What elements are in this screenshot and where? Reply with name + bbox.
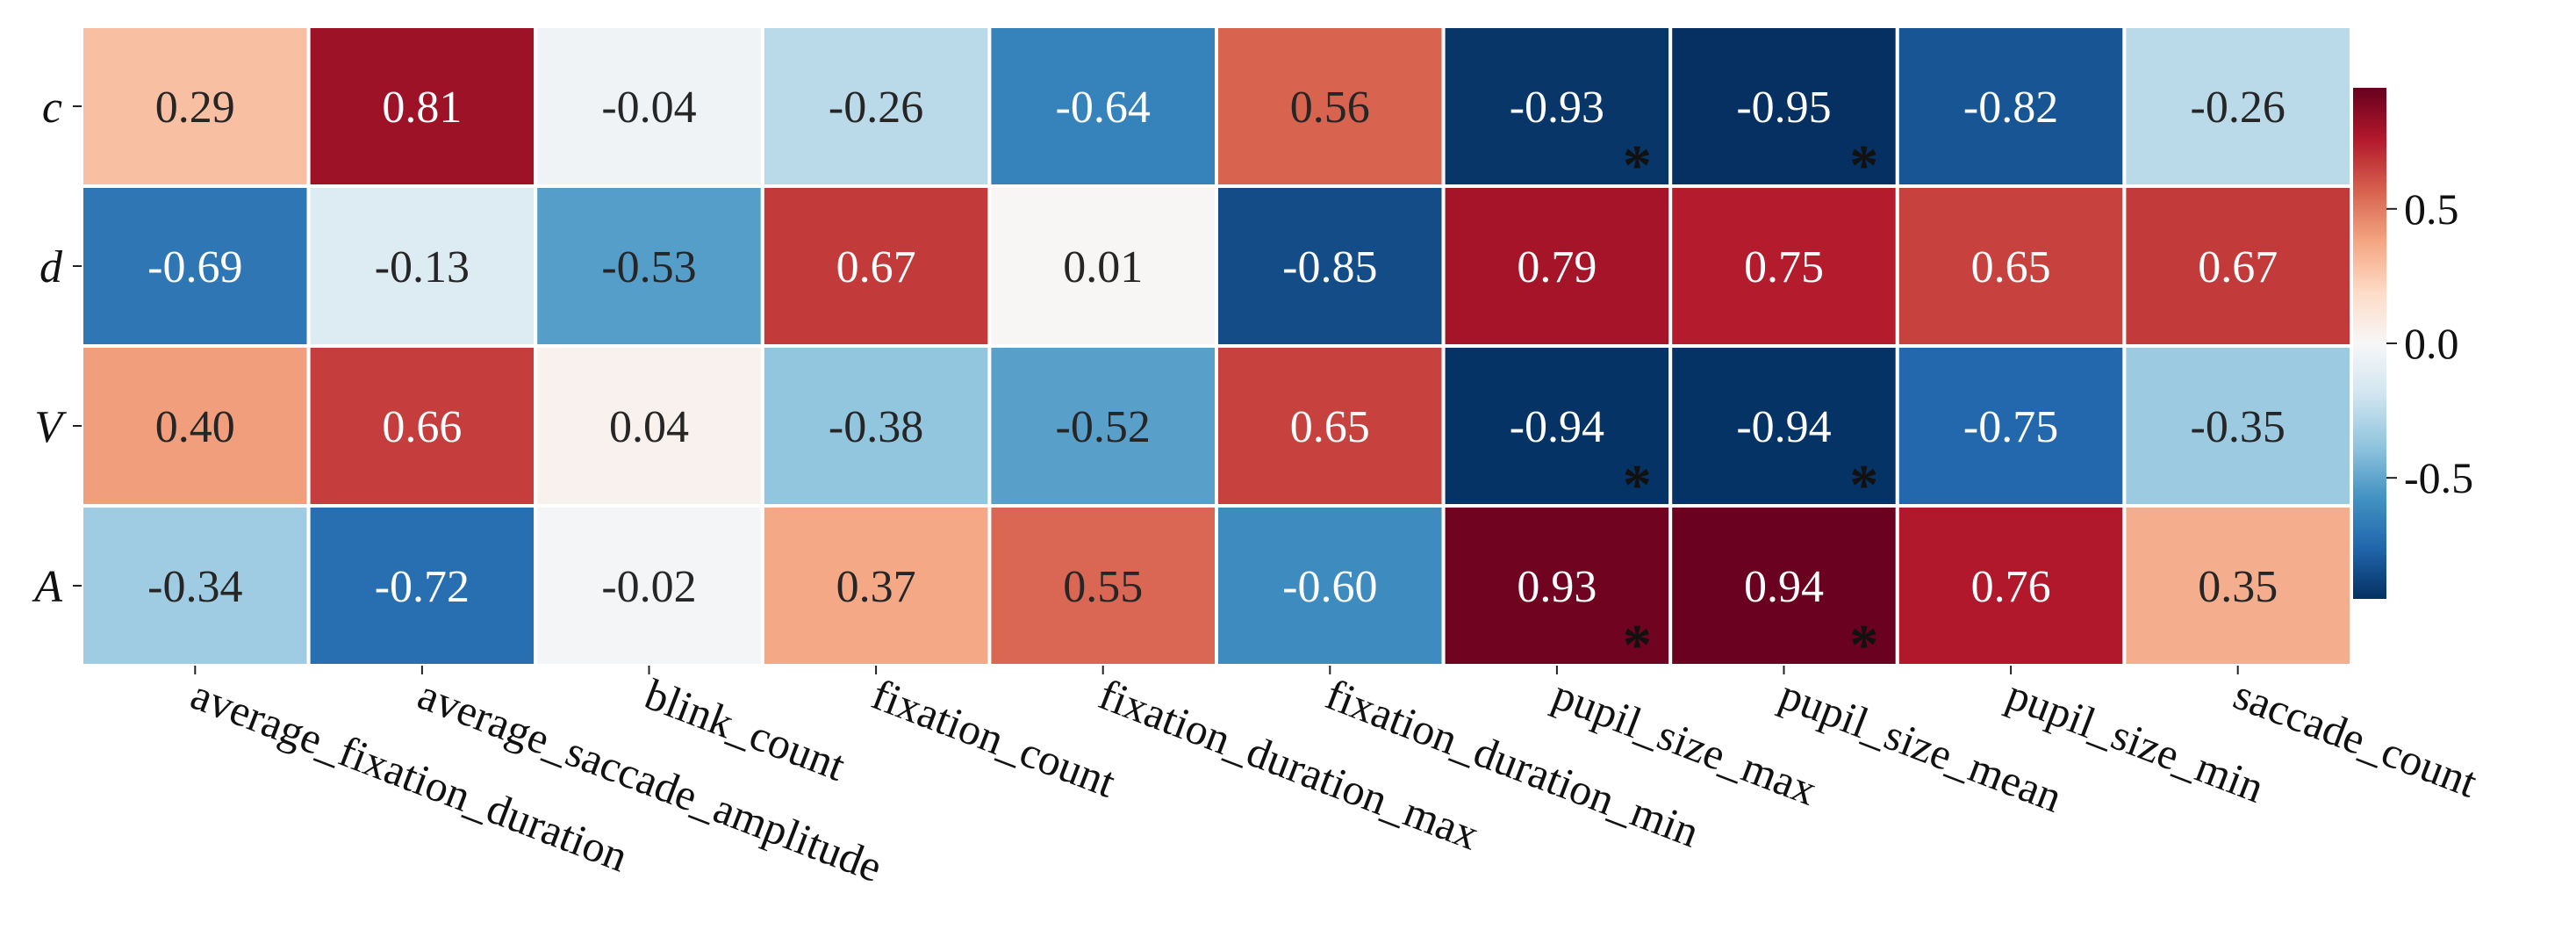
- cell-value-label: -0.52: [1056, 402, 1151, 452]
- heatmap-cell: [1441, 344, 1673, 508]
- heatmap-cell: [760, 344, 992, 508]
- cell-value-label: 0.81: [382, 83, 462, 133]
- heatmap-cell: [80, 25, 311, 188]
- heatmap-cell: [1215, 504, 1446, 667]
- cell-value-label: 0.35: [2198, 562, 2278, 612]
- cell-value-label: 0.67: [836, 242, 916, 292]
- cell-value-label: -0.34: [147, 562, 242, 612]
- cell-value-label: 0.29: [155, 83, 235, 133]
- heatmap-cell: [534, 344, 764, 508]
- cell-value-label: 0.75: [1744, 242, 1824, 292]
- column-label: average_fixation_duration: [184, 669, 635, 881]
- column-label: saccade_count: [2228, 669, 2484, 807]
- significance-marker: *: [1623, 613, 1652, 677]
- heatmap-cell: [306, 504, 538, 667]
- column-label: fixation_count: [865, 669, 1122, 807]
- colorbar-tick-label: -0.5: [2404, 453, 2473, 502]
- heatmap-cell: [1668, 504, 1899, 667]
- colorbar-tick-label: 0.5: [2404, 184, 2459, 234]
- cell-value-label: 0.94: [1744, 562, 1824, 612]
- cell-value-label: -0.38: [829, 402, 923, 452]
- heatmap-cell: [2122, 504, 2353, 667]
- cell-value-label: 0.93: [1517, 562, 1597, 612]
- cell-value-label: 0.79: [1517, 242, 1597, 292]
- cell-value-label: -0.95: [1736, 83, 1831, 133]
- heatmap-cell: [1668, 344, 1899, 508]
- cell-value-label: 0.37: [836, 562, 916, 612]
- colorbar-tick-label: 0.0: [2404, 319, 2459, 368]
- cell-value-label: 0.40: [155, 402, 235, 452]
- cell-value-label: -0.64: [1056, 83, 1151, 133]
- colorbar: [2353, 88, 2386, 599]
- cell-value-label: -0.75: [1963, 402, 2058, 452]
- cell-value-label: -0.72: [375, 562, 470, 612]
- cell-value-label: -0.02: [601, 562, 696, 612]
- cell-value-label: -0.82: [1963, 83, 2058, 133]
- heatmap-cell: [306, 25, 538, 188]
- cell-value-label: -0.53: [601, 242, 696, 292]
- cell-value-label: -0.94: [1510, 402, 1604, 452]
- cell-value-label: 0.04: [609, 402, 689, 452]
- heatmap-cell: [534, 504, 764, 667]
- row-label: d: [39, 242, 63, 292]
- significance-marker: *: [1849, 613, 1878, 677]
- heatmap-cell: [534, 184, 764, 348]
- heatmap-cell: [534, 25, 764, 188]
- heatmap-cell: [1668, 184, 1899, 348]
- heatmap-cell: [760, 184, 992, 348]
- cell-value-label: -0.93: [1510, 83, 1604, 133]
- cell-value-label: -0.13: [375, 242, 470, 292]
- cell-value-label: -0.85: [1282, 242, 1377, 292]
- cell-value-label: -0.26: [829, 83, 923, 133]
- column-label: fixation_duration_min: [1319, 669, 1705, 857]
- heatmap-cell: [1215, 344, 1446, 508]
- cell-value-label: 0.67: [2198, 242, 2278, 292]
- row-label: c: [42, 83, 62, 133]
- row-label: V: [34, 402, 67, 452]
- heatmap-cell: [306, 184, 538, 348]
- heatmap-cell: [80, 344, 311, 508]
- cell-value-label: 0.01: [1063, 242, 1143, 292]
- cell-value-label: -0.35: [2191, 402, 2285, 452]
- cell-value-label: -0.69: [147, 242, 242, 292]
- cell-value-label: 0.76: [1971, 562, 2051, 612]
- heatmap-cell: [2122, 25, 2353, 188]
- row-label: A: [32, 562, 62, 612]
- cell-value-label: 0.65: [1971, 242, 2051, 292]
- heatmap-cell: [1441, 184, 1673, 348]
- cell-value-label: -0.94: [1736, 402, 1831, 452]
- heatmap-cell: [1441, 504, 1673, 667]
- heatmap-cell: [1215, 25, 1446, 188]
- heatmap-cell: [1668, 25, 1899, 188]
- cell-value-label: 0.65: [1290, 402, 1370, 452]
- heatmap-cell: [80, 184, 311, 348]
- heatmap-cell: [987, 504, 1219, 667]
- cell-value-label: -0.60: [1282, 562, 1377, 612]
- cell-value-label: 0.56: [1290, 83, 1370, 133]
- cell-value-label: 0.66: [382, 402, 462, 452]
- cell-value-label: -0.04: [601, 83, 696, 133]
- heatmap-cell: [2122, 184, 2353, 348]
- column-label: fixation_duration_max: [1093, 669, 1486, 859]
- cell-value-label: -0.26: [2191, 83, 2285, 133]
- cell-value-label: 0.55: [1063, 562, 1143, 612]
